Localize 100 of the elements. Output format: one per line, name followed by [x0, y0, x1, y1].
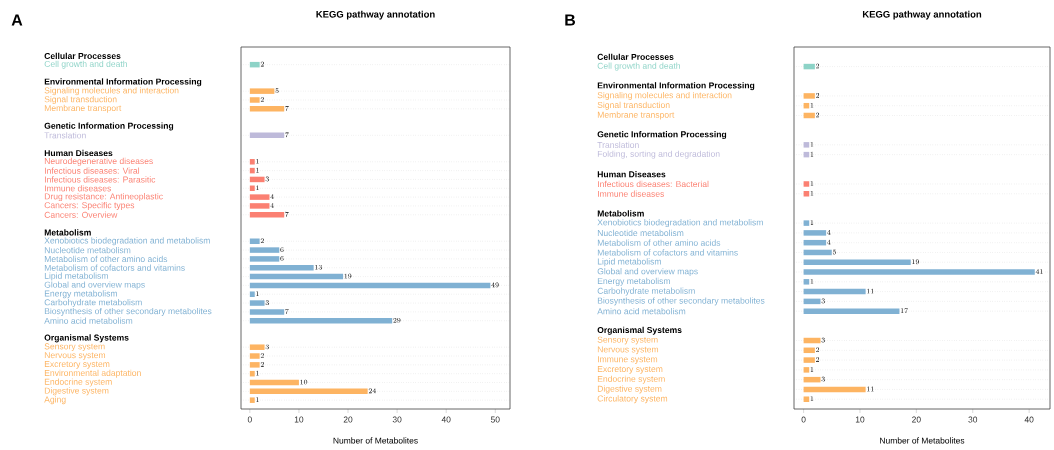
x-axis-title: Number of Metabolites: [333, 437, 418, 444]
y-tick-label: Translation: [597, 141, 639, 148]
y-tick-label: Neurodegenerative diseases: [44, 157, 153, 166]
y-tick-label: Digestive system: [44, 387, 109, 396]
bar: [803, 396, 810, 402]
bar: [803, 357, 815, 363]
y-tick-label: Immune diseases: [598, 190, 665, 197]
x-tick-label: 40: [1024, 416, 1034, 423]
bar: [249, 256, 280, 262]
bar: [249, 300, 265, 306]
x-tick-label: 20: [912, 416, 921, 423]
y-tick-label: Nucleotide metabolism: [597, 229, 684, 237]
y-tick-label: Environmental Information Processing: [597, 82, 755, 91]
y-tick-label: Signaling molecules and interaction: [597, 91, 732, 100]
bar: [803, 93, 815, 99]
y-tick-label: Immune system: [598, 356, 658, 364]
y-tick-label: Circulatory system: [597, 395, 668, 404]
x-tick-label: 0: [801, 416, 806, 423]
bar: [803, 220, 810, 226]
bar: [803, 376, 821, 383]
chart-title: KEGG pathway annotation: [862, 10, 982, 20]
y-tick-label: Digestive system: [597, 385, 662, 394]
x-tick-label: 50: [490, 416, 500, 423]
y-tick-label: Membrane transport: [44, 104, 122, 113]
y-tick-label: Global and overview maps: [597, 268, 698, 277]
x-tick-label: 0: [247, 416, 252, 423]
bar: [249, 194, 270, 200]
bar: [803, 259, 911, 265]
bar: [249, 97, 260, 103]
y-tick-label: Xenobiotics biodegradation and metabolism: [44, 237, 210, 246]
bar: [249, 238, 260, 244]
y-tick-label: Excretory system: [597, 366, 663, 374]
bar: [803, 337, 821, 344]
y-tick-label: Metabolism: [44, 229, 91, 236]
x-tick-label: 10: [294, 416, 304, 423]
y-tick-label: Energy metabolism: [597, 277, 670, 286]
bar: [803, 191, 810, 197]
bar: [803, 279, 810, 285]
y-tick-label: Cell growth and death: [597, 62, 680, 71]
y-tick-label: Biosynthesis of other secondary metabolites: [44, 307, 212, 316]
y-tick-label: Global and overview maps: [44, 281, 145, 290]
bar: [249, 88, 275, 94]
y-tick-label: Drug resistance: Antineoplastic: [44, 193, 163, 202]
bar: [249, 167, 255, 174]
y-tick-label: Endocrine system: [44, 378, 112, 387]
y-tick-label: Nervous system: [597, 346, 659, 355]
y-tick-label: Amino acid metabolism: [44, 317, 133, 324]
y-tick-label: Nucleotide metabolism: [44, 246, 131, 254]
bar: [249, 309, 285, 315]
bar: [249, 362, 260, 368]
y-tick-label: Membrane transport: [597, 111, 675, 120]
y-tick-label: Nervous system: [44, 352, 106, 360]
bar: [249, 370, 255, 377]
x-axis-title: Number of Metabolites: [880, 437, 965, 444]
y-tick-label: Metabolism of cofactors and vitamins: [597, 249, 738, 256]
y-tick-label: Immune diseases: [44, 185, 112, 192]
y-tick-label: Sensory system: [597, 336, 658, 345]
y-tick-label: Xenobiotics biodegradation and metabolism: [597, 219, 763, 228]
y-tick-label: Cell growth and death: [44, 60, 127, 69]
y-tick-label: Energy metabolism: [44, 290, 117, 299]
bar: [803, 367, 810, 373]
y-tick-label: Genetic Information Processing: [597, 131, 727, 140]
bar: [249, 282, 491, 289]
y-tick-label: Endocrine system: [597, 375, 665, 384]
x-tick-label: 40: [441, 416, 451, 423]
bar: [249, 176, 265, 183]
y-tick-label: Translation: [44, 132, 86, 139]
bar: [249, 291, 255, 297]
y-tick-label: Metabolism of other amino acids: [44, 255, 168, 263]
bar: [803, 298, 821, 305]
y-tick-label: Metabolism: [597, 210, 644, 217]
y-tick-label: Environmental Information Processing: [44, 78, 202, 87]
y-tick-label: Environmental adaptation: [44, 369, 141, 378]
bar: [249, 264, 314, 271]
x-tick-label: 20: [343, 416, 353, 423]
bar: [249, 212, 285, 218]
bar: [803, 230, 827, 236]
y-tick-label: Metabolism of cofactors and vitamins: [44, 264, 185, 271]
y-tick-label: Excretory system: [44, 361, 110, 369]
y-tick-label: Human Diseases: [597, 171, 666, 178]
bar: [249, 397, 255, 403]
bar: [803, 386, 866, 393]
bar: [249, 388, 368, 395]
bar: [249, 353, 260, 359]
y-tick-label: Organismal Systems: [44, 334, 129, 343]
y-tick-label: Carbohydrate metabolism: [597, 287, 695, 296]
y-tick-label: Lipid metabolism: [597, 258, 661, 267]
bar: [249, 106, 285, 112]
y-tick-label: Lipid metabolism: [44, 272, 108, 281]
bar: [249, 203, 270, 209]
bar: [803, 288, 866, 295]
x-tick-label: 30: [392, 416, 402, 423]
bar: [803, 308, 900, 314]
y-tick-label: Sensory system: [44, 343, 105, 352]
y-tick-label: Cancers: Overview: [44, 211, 118, 218]
y-tick-label: Cellular Processes: [44, 52, 121, 59]
y-tick-label: Folding, sorting and degradation: [597, 150, 720, 159]
chart-title: KEGG pathway annotation: [316, 10, 435, 20]
bar: [249, 317, 393, 324]
y-tick-label: Infectious diseases: Bacterial: [598, 180, 709, 188]
